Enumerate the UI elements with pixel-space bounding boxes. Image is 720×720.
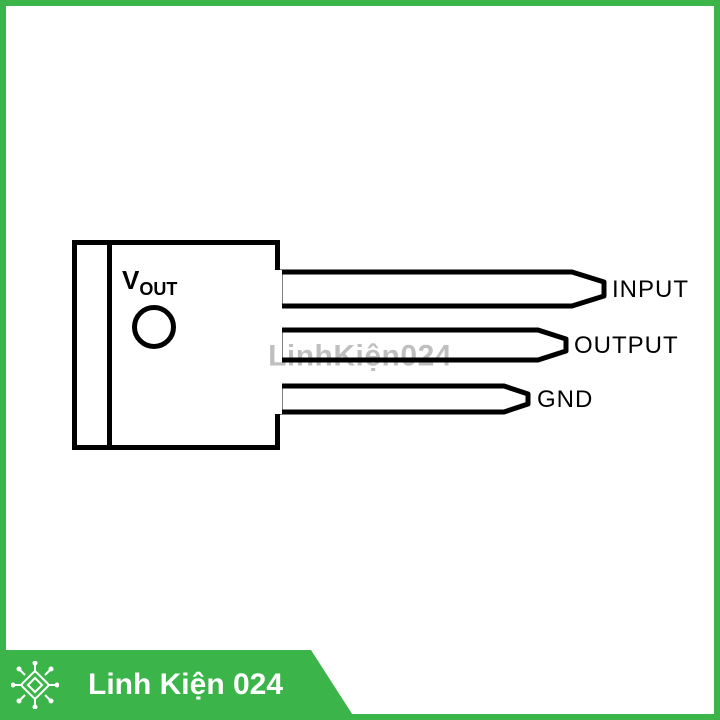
pin-input: [280, 272, 604, 306]
pin-label-input: INPUT: [612, 276, 689, 304]
brand-footer: Linh Kiện 024: [0, 650, 356, 720]
brand-banner: Linh Kiện 024: [70, 650, 356, 720]
pin-label-output: OUTPUT: [574, 332, 679, 360]
pin-output: [280, 330, 566, 360]
brand-name: Linh Kiện 024: [70, 650, 311, 720]
pins-svg: [72, 240, 648, 480]
brand-logo: [0, 650, 70, 720]
chip-icon: [11, 661, 59, 709]
component-diagram: VOUT INPUT OUTPUT GND: [72, 240, 648, 480]
banner-slant: [311, 650, 356, 720]
pin-label-gnd: GND: [537, 386, 593, 414]
pin-gnd: [280, 386, 528, 412]
